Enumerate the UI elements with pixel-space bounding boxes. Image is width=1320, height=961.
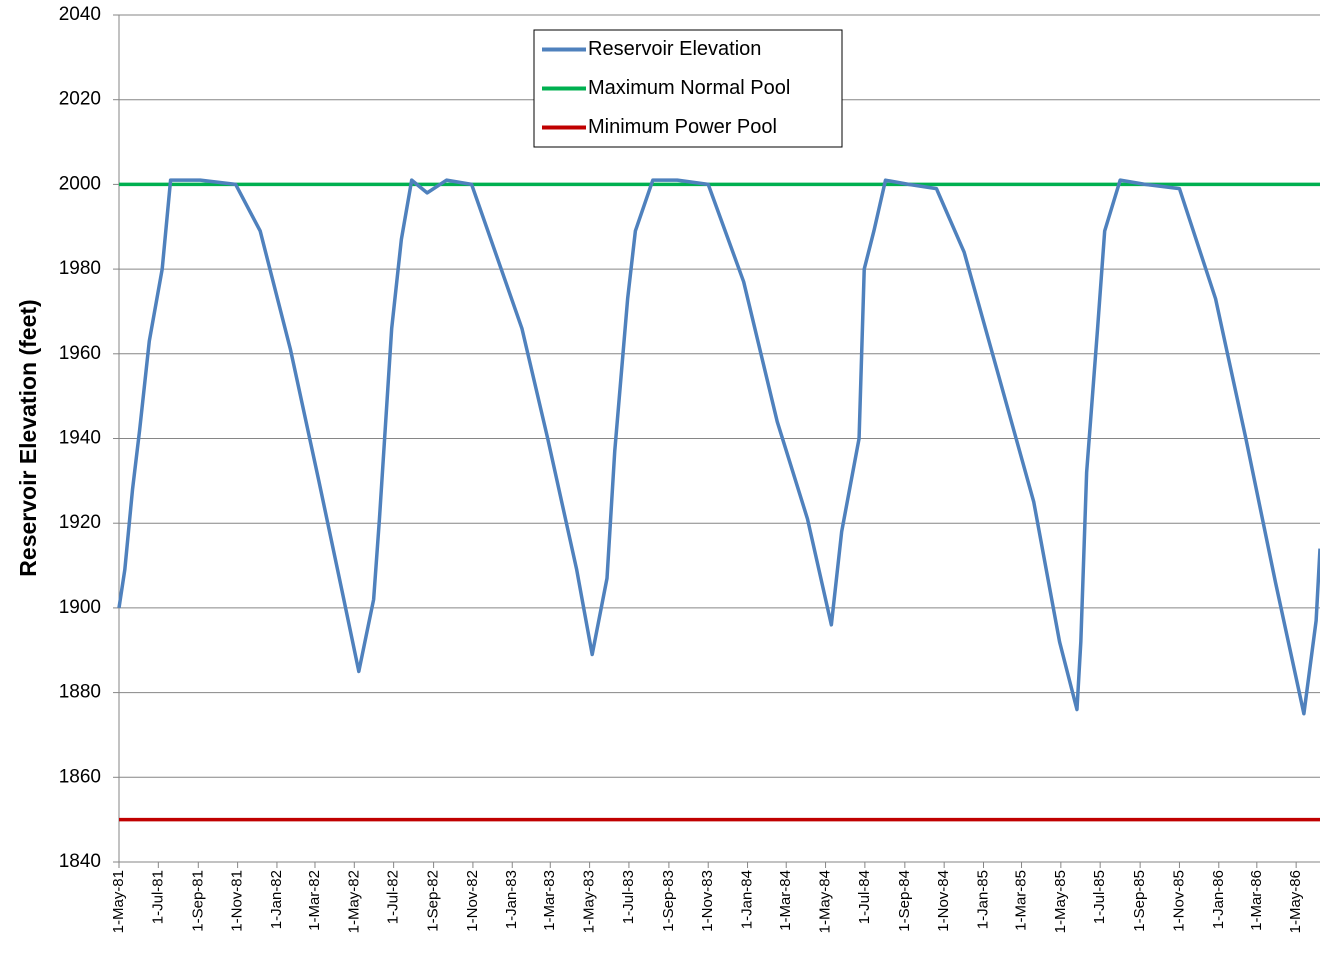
x-tick-label: 1-Mar-84 — [777, 870, 794, 931]
series-line — [117, 178, 1320, 716]
y-tick-label: 1920 — [59, 512, 101, 533]
x-tick-label: 1-Jan-84 — [739, 870, 756, 929]
x-tick-label: 1-Jan-83 — [503, 870, 520, 929]
x-tick-label: 1-Mar-86 — [1248, 870, 1265, 931]
x-tick-label: 1-Sep-85 — [1131, 870, 1148, 932]
y-tick-label: 1880 — [59, 682, 101, 703]
x-tick-label: 1-Jan-86 — [1210, 870, 1227, 929]
y-axis-title: Reservoir Elevation (feet) — [15, 299, 41, 576]
x-tick-label: 1-Sep-81 — [189, 870, 206, 932]
legend-label: Minimum Power Pool — [588, 116, 777, 138]
x-tick-label: 1-May-81 — [110, 870, 127, 933]
y-tick-label: 2040 — [59, 4, 101, 25]
legend: Reservoir Elevation Maximum Normal Pool Mi… — [533, 29, 843, 148]
y-tick-label: 1900 — [59, 597, 101, 618]
y-tick-label: 1840 — [59, 851, 101, 872]
x-tick-label: 1-Jul-83 — [620, 870, 637, 924]
x-tick-label: 1-May-83 — [581, 870, 598, 933]
x-tick-label: 1-May-82 — [345, 870, 362, 933]
x-tick-label: 1-May-84 — [817, 870, 834, 933]
x-tick-label: 1-Nov-82 — [464, 870, 481, 932]
y-tick-label: 1860 — [59, 766, 101, 787]
x-tick-label: 1-Jan-85 — [974, 870, 991, 929]
x-tick-label: 1-May-86 — [1287, 870, 1304, 933]
y-tick-label: 1960 — [59, 343, 101, 364]
x-tick-label: 1-Mar-85 — [1012, 870, 1029, 931]
x-tick-label: 1-Nov-84 — [935, 870, 952, 932]
x-tick-label: 1-Sep-84 — [896, 870, 913, 932]
x-tick-label: 1-May-85 — [1052, 870, 1069, 933]
y-tick-label: 2020 — [59, 89, 101, 110]
x-tick-label: 1-Sep-82 — [425, 870, 442, 932]
y-tick-label: 2000 — [59, 173, 101, 194]
x-tick-label: 1-Nov-81 — [229, 870, 246, 932]
x-tick-label: 1-Mar-82 — [306, 870, 323, 931]
x-tick-label: 1-Mar-83 — [541, 870, 558, 931]
x-tick-label: 1-Jul-85 — [1091, 870, 1108, 924]
legend-label: Maximum Normal Pool — [588, 77, 790, 99]
legend-label: Reservoir Elevation — [588, 38, 761, 60]
x-tick-label: 1-Nov-85 — [1170, 870, 1187, 932]
x-tick-label: 1-Jul-82 — [385, 870, 402, 924]
x-tick-label: 1-Jul-84 — [856, 870, 873, 924]
x-tick-label: 1-Jul-81 — [149, 870, 166, 924]
y-tick-label: 1980 — [59, 258, 101, 279]
x-tick-label: 1-Sep-83 — [660, 870, 677, 932]
y-tick-label: 1940 — [59, 428, 101, 449]
x-tick-label: 1-Jan-82 — [268, 870, 285, 929]
x-tick-label: 1-Nov-83 — [699, 870, 716, 932]
